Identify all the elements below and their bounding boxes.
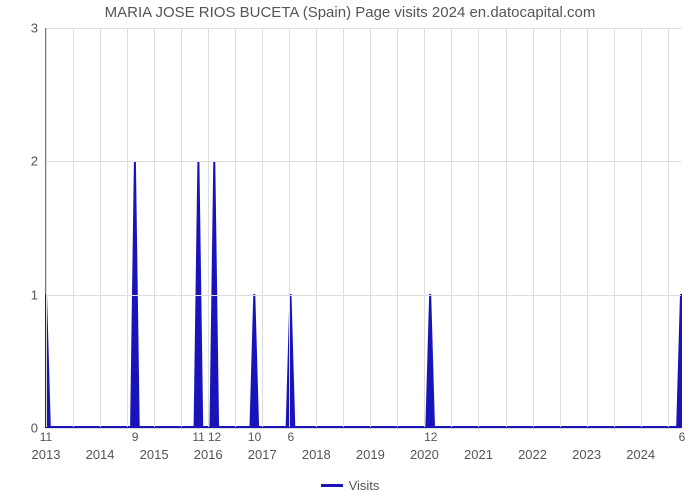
gridline-vertical-minor [668, 28, 669, 427]
point-value-label: 10 [248, 427, 261, 444]
ytick-label: 2 [31, 154, 46, 169]
xtick-year-label: 2023 [572, 427, 601, 462]
xtick-year-label: 2022 [518, 427, 547, 462]
plot-area: 0123201320142015201620172018201920202021… [45, 28, 681, 428]
gridline-vertical-minor [343, 28, 344, 427]
xtick-year-label: 2019 [356, 427, 385, 462]
gridline-vertical-minor [506, 28, 507, 427]
point-value-label: 9 [132, 427, 139, 444]
gridline-vertical [478, 28, 479, 427]
chart-container: MARIA JOSE RIOS BUCETA (Spain) Page visi… [0, 0, 700, 500]
xtick-year-label: 2014 [86, 427, 115, 462]
gridline-vertical [262, 28, 263, 427]
gridline-vertical-minor [289, 28, 290, 427]
gridline-vertical [154, 28, 155, 427]
gridline-vertical [316, 28, 317, 427]
gridline-vertical-minor [560, 28, 561, 427]
gridline-vertical [208, 28, 209, 427]
xtick-year-label: 2015 [140, 427, 169, 462]
gridline-vertical [587, 28, 588, 427]
gridline-vertical [533, 28, 534, 427]
point-value-label: 11 [192, 427, 204, 444]
gridline-vertical [100, 28, 101, 427]
gridline-vertical-minor [235, 28, 236, 427]
gridline-vertical [424, 28, 425, 427]
gridline-vertical-minor [127, 28, 128, 427]
gridline-vertical [641, 28, 642, 427]
gridline-vertical [46, 28, 47, 427]
ytick-label: 1 [31, 287, 46, 302]
point-value-label: 6 [288, 427, 295, 444]
xtick-year-label: 2021 [464, 427, 493, 462]
point-value-label: 12 [424, 427, 437, 444]
point-value-label: 11 [40, 427, 52, 444]
xtick-year-label: 2024 [626, 427, 655, 462]
chart-title: MARIA JOSE RIOS BUCETA (Spain) Page visi… [0, 4, 700, 21]
gridline-vertical-minor [181, 28, 182, 427]
point-value-label: 12 [208, 427, 221, 444]
gridline-vertical-minor [451, 28, 452, 427]
point-value-label: 6 [679, 427, 686, 444]
legend-label: Visits [349, 478, 380, 493]
legend: Visits [0, 478, 700, 493]
legend-swatch [321, 484, 343, 487]
gridline-vertical [370, 28, 371, 427]
ytick-label: 3 [31, 21, 46, 36]
gridline-vertical-minor [73, 28, 74, 427]
gridline-vertical-minor [614, 28, 615, 427]
xtick-year-label: 2018 [302, 427, 331, 462]
gridline-vertical-minor [397, 28, 398, 427]
